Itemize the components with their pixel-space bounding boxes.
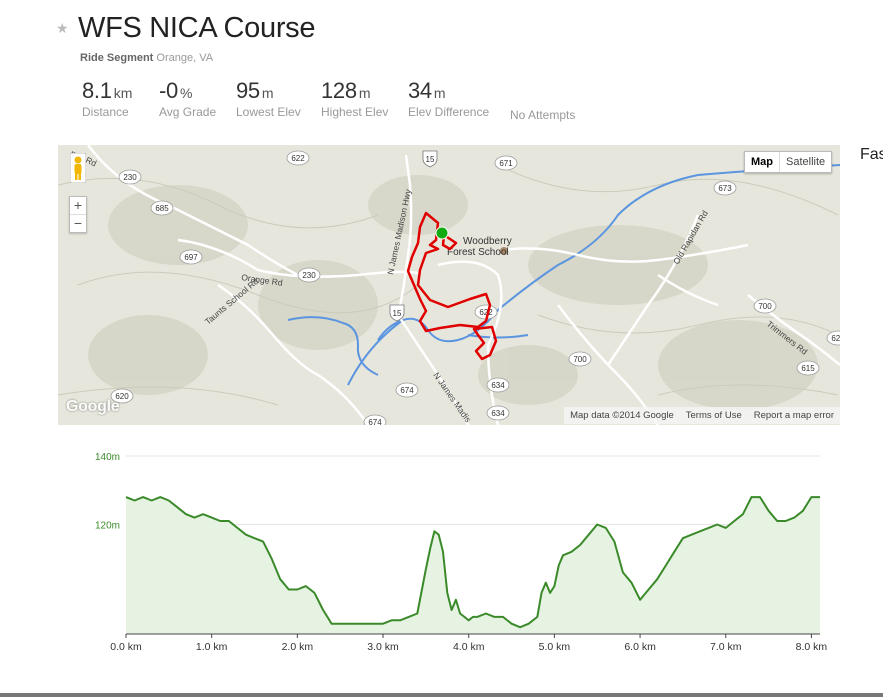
map-type-map-button[interactable]: Map bbox=[745, 152, 780, 172]
stat-label: Highest Elev bbox=[321, 105, 389, 119]
stat-label: Lowest Elev bbox=[236, 105, 301, 119]
stat-label: Elev Difference bbox=[408, 105, 490, 119]
zoom-out-button[interactable]: − bbox=[73, 215, 83, 231]
stat-distance: 8.1 km Distance bbox=[82, 78, 132, 119]
x-tick-label: 2.0 km bbox=[282, 641, 314, 653]
school-marker-icon bbox=[500, 247, 508, 255]
shield-label: 671 bbox=[499, 159, 513, 168]
x-tick-label: 8.0 km bbox=[796, 641, 828, 653]
segment-map[interactable]: 15 15 622 671 230 230 685 697 622 673 70… bbox=[58, 145, 840, 425]
shield-label: 634 bbox=[491, 409, 505, 418]
stat-unit: m bbox=[433, 85, 446, 101]
shield-label: 615 bbox=[801, 364, 815, 373]
shield-label: 620 bbox=[115, 392, 129, 401]
x-tick-label: 4.0 km bbox=[453, 641, 485, 653]
place-label: Woodberry bbox=[463, 236, 512, 247]
x-tick-label: 5.0 km bbox=[539, 641, 571, 653]
map-data-credit: Map data ©2014 Google bbox=[570, 410, 674, 421]
google-logo[interactable]: Google bbox=[66, 398, 120, 415]
map-attribution: Map data ©2014 Google Terms of Use Repor… bbox=[564, 407, 840, 424]
shield-label: 622 bbox=[479, 308, 493, 317]
stat-value: 95 bbox=[236, 78, 260, 103]
shield-label: 15 bbox=[426, 155, 435, 164]
shield-label: 674 bbox=[368, 418, 382, 425]
stat-label: Avg Grade bbox=[159, 105, 217, 119]
stat-highest-elev: 128 m Highest Elev bbox=[321, 78, 388, 119]
y-tick-label: 120m bbox=[95, 520, 120, 531]
elevation-profile-chart[interactable]: 140m 120m 0.0 km 1.0 km 2.0 km 3.0 km 4.0 km 5.… bbox=[58, 438, 840, 663]
elevation-area bbox=[126, 497, 820, 634]
shield-label: 230 bbox=[302, 271, 316, 280]
stat-value: -0 bbox=[159, 78, 178, 103]
x-tick-label: 1.0 km bbox=[196, 641, 228, 653]
shield-label: 673 bbox=[718, 184, 732, 193]
segment-route-line bbox=[406, 211, 492, 333]
shield-label: 622 bbox=[291, 154, 305, 163]
side-panel-heading: Fas bbox=[860, 146, 883, 163]
report-map-error-link[interactable]: Report a map error bbox=[753, 410, 834, 421]
place-label: Forest School bbox=[447, 247, 509, 258]
stat-unit: m bbox=[261, 85, 274, 101]
stat-label: Distance bbox=[82, 105, 129, 119]
shield-label: 230 bbox=[123, 173, 137, 182]
map-type-control: Map Satellite bbox=[744, 151, 833, 173]
shield-label: 700 bbox=[573, 355, 587, 364]
shield-label: 700 bbox=[758, 302, 772, 311]
stat-elev-difference: 34 m Elev Difference bbox=[408, 78, 489, 119]
stat-lowest-elev: 95 m Lowest Elev bbox=[236, 78, 301, 119]
shield-label: 620 bbox=[831, 334, 840, 343]
segment-title: WFS NICA Course bbox=[78, 12, 316, 44]
segment-type-label: Ride Segment bbox=[80, 52, 154, 64]
shield-label: 685 bbox=[155, 204, 169, 213]
x-tick-label: 3.0 km bbox=[367, 641, 399, 653]
x-tick-label: 7.0 km bbox=[710, 641, 742, 653]
attempts-status: No Attempts bbox=[510, 108, 576, 122]
shield-label: 634 bbox=[491, 381, 505, 390]
map-canvas[interactable]: 15 15 622 671 230 230 685 697 622 673 70… bbox=[58, 145, 840, 425]
segment-location: Orange, VA bbox=[156, 52, 214, 64]
terms-of-use-link[interactable]: Terms of Use bbox=[685, 410, 742, 421]
map-type-satellite-button[interactable]: Satellite bbox=[786, 156, 826, 168]
bottom-scrollbar[interactable] bbox=[0, 693, 883, 697]
elevation-line bbox=[125, 496, 820, 629]
zoom-in-button[interactable]: + bbox=[70, 197, 86, 215]
shield-label: 674 bbox=[400, 386, 414, 395]
x-tick-label: 0.0 km bbox=[110, 641, 142, 653]
stat-unit: % bbox=[179, 85, 193, 101]
star-icon[interactable]: ★ bbox=[56, 20, 69, 36]
stat-value: 34 bbox=[408, 78, 432, 103]
stat-avg-grade: -0% Avg Grade bbox=[159, 78, 216, 119]
stat-unit: m bbox=[358, 85, 371, 101]
segment-start-marker[interactable] bbox=[435, 226, 449, 240]
zoom-control: + − bbox=[69, 196, 87, 233]
shield-label: 697 bbox=[184, 253, 198, 262]
stat-unit: km bbox=[113, 85, 133, 101]
shield-label: 15 bbox=[393, 309, 402, 318]
y-tick-label: 140m bbox=[95, 452, 120, 463]
segment-route-loop bbox=[472, 325, 498, 361]
stat-value: 128 bbox=[321, 78, 357, 103]
x-tick-label: 6.0 km bbox=[624, 641, 656, 653]
segment-subtitle: Ride Segment Orange, VA bbox=[80, 52, 213, 64]
stat-value: 8.1 bbox=[82, 78, 112, 103]
street-view-pegman-icon[interactable] bbox=[69, 152, 87, 184]
